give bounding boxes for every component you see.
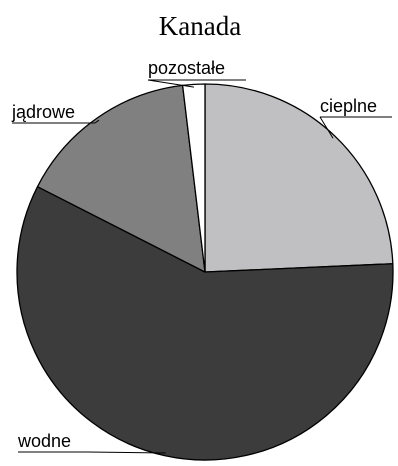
pie-slice-3 — [36, 84, 206, 273]
pie-slice-2 — [16, 186, 394, 461]
pie-slice-1 — [204, 83, 394, 273]
pie-leader-lines — [12, 79, 392, 454]
slice-label-1: cieplne — [320, 96, 377, 116]
label-leader-2 — [87, 451, 166, 454]
slice-label-3: jądrowe — [11, 102, 75, 122]
slice-label-4: pozostałe — [148, 58, 225, 78]
slice-label-2: wodne — [17, 431, 71, 451]
label-leader-1 — [319, 116, 334, 139]
chart-title: Kanada — [159, 11, 241, 41]
label-leader-3 — [94, 119, 100, 124]
pie-slices — [16, 83, 394, 461]
pie-slice-labels: cieplne wodne jądrowe pozostałe — [11, 58, 377, 451]
label-leader-4 — [147, 79, 195, 88]
